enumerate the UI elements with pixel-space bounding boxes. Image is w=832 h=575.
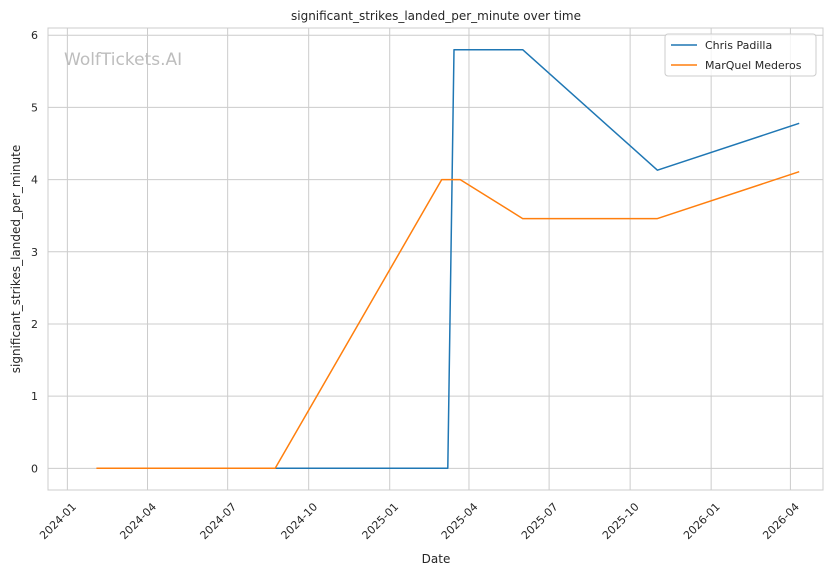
y-tick-label: 3 xyxy=(31,246,38,259)
x-tick-label: 2024-10 xyxy=(279,500,321,542)
plot-frame xyxy=(47,27,824,491)
x-tick-label: 2025-04 xyxy=(439,500,481,542)
series-line-0 xyxy=(169,48,800,470)
plot-background xyxy=(48,28,823,490)
y-axis: 0 1 2 3 4 5 6 xyxy=(31,29,38,475)
series-line-1 xyxy=(96,170,800,470)
legend-entry: Chris Padilla xyxy=(705,39,772,52)
chart-title: significant_strikes_landed_per_minute ov… xyxy=(291,9,581,23)
x-tick-label: 2025-10 xyxy=(600,500,642,542)
y-tick-label: 5 xyxy=(31,101,38,114)
grid xyxy=(48,28,823,490)
x-axis: 2024-01 2024-04 2024-07 2024-10 2025-01 2025-… xyxy=(37,500,802,542)
y-tick-label: 0 xyxy=(31,462,38,475)
x-tick-label: 2024-04 xyxy=(117,500,159,542)
x-tick-label: 2024-01 xyxy=(37,500,79,542)
y-tick-label: 2 xyxy=(31,318,38,331)
legend: Chris Padilla MarQuel Mederos xyxy=(664,33,817,77)
y-tick-label: 6 xyxy=(31,29,38,42)
legend-entry: MarQuel Mederos xyxy=(705,59,802,72)
legend-box xyxy=(664,33,817,77)
x-tick-label: 2025-01 xyxy=(360,500,402,542)
watermark: WolfTickets.AI xyxy=(64,50,182,70)
x-tick-label: 2026-01 xyxy=(681,500,723,542)
y-axis-label: significant_strikes_landed_per_minute xyxy=(9,145,23,374)
x-axis-label: Date xyxy=(422,552,451,566)
x-tick-label: 2026-04 xyxy=(760,500,802,542)
x-tick-label: 2025-07 xyxy=(519,500,561,542)
y-tick-label: 1 xyxy=(31,390,38,403)
series-lines xyxy=(96,48,800,470)
x-tick-label: 2024-07 xyxy=(198,500,240,542)
y-tick-label: 4 xyxy=(31,174,38,187)
